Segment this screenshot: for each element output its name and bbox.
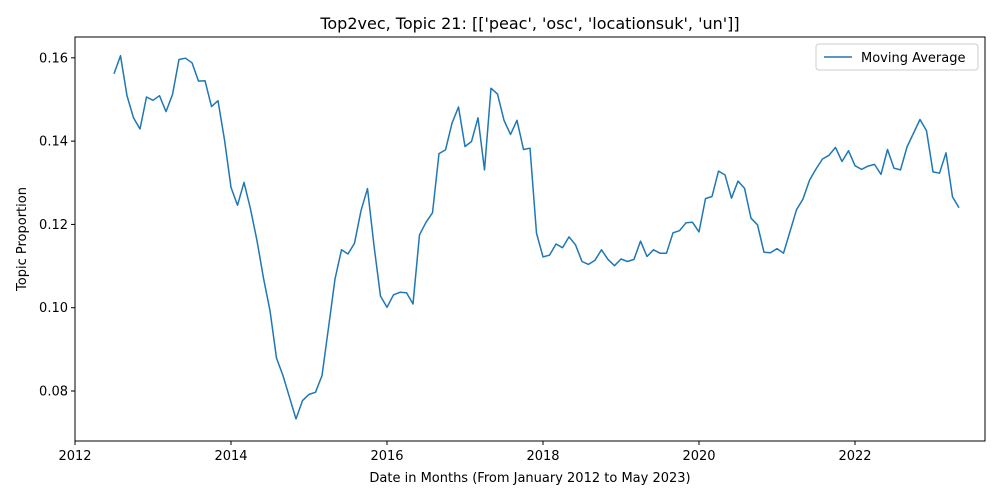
x-tick-label: 2012	[58, 449, 91, 464]
y-axis-label: Topic Proportion	[15, 187, 30, 292]
x-tick-label: 2018	[526, 449, 559, 464]
series-line-moving-average	[113, 54, 960, 420]
x-tick-label: 2016	[370, 449, 403, 464]
x-axis-label: Date in Months (From January 2012 to May…	[369, 471, 690, 486]
y-tick-label: 0.12	[39, 218, 68, 233]
x-tick-label: 2020	[682, 449, 715, 464]
x-tick-label: 2014	[214, 449, 247, 464]
y-tick-label: 0.10	[39, 301, 68, 316]
legend-box	[815, 43, 979, 71]
y-tick-label: 0.08	[39, 385, 68, 400]
y-tick-label: 0.14	[39, 135, 68, 150]
series-layer	[113, 54, 960, 420]
y-tick-label: 0.16	[39, 51, 68, 66]
plot-area	[74, 36, 986, 442]
y-axis: 0.08 0.10 0.12 0.14 0.16	[39, 51, 75, 400]
x-tick-label: 2022	[838, 449, 871, 464]
legend-label: Moving Average	[861, 51, 965, 66]
chart-title: Top2vec, Topic 21: [['peac', 'osc', 'loc…	[319, 14, 739, 33]
legend: Moving Average	[815, 43, 979, 71]
x-axis: 2012 2014 2016 2018 2020 2022	[58, 441, 872, 464]
